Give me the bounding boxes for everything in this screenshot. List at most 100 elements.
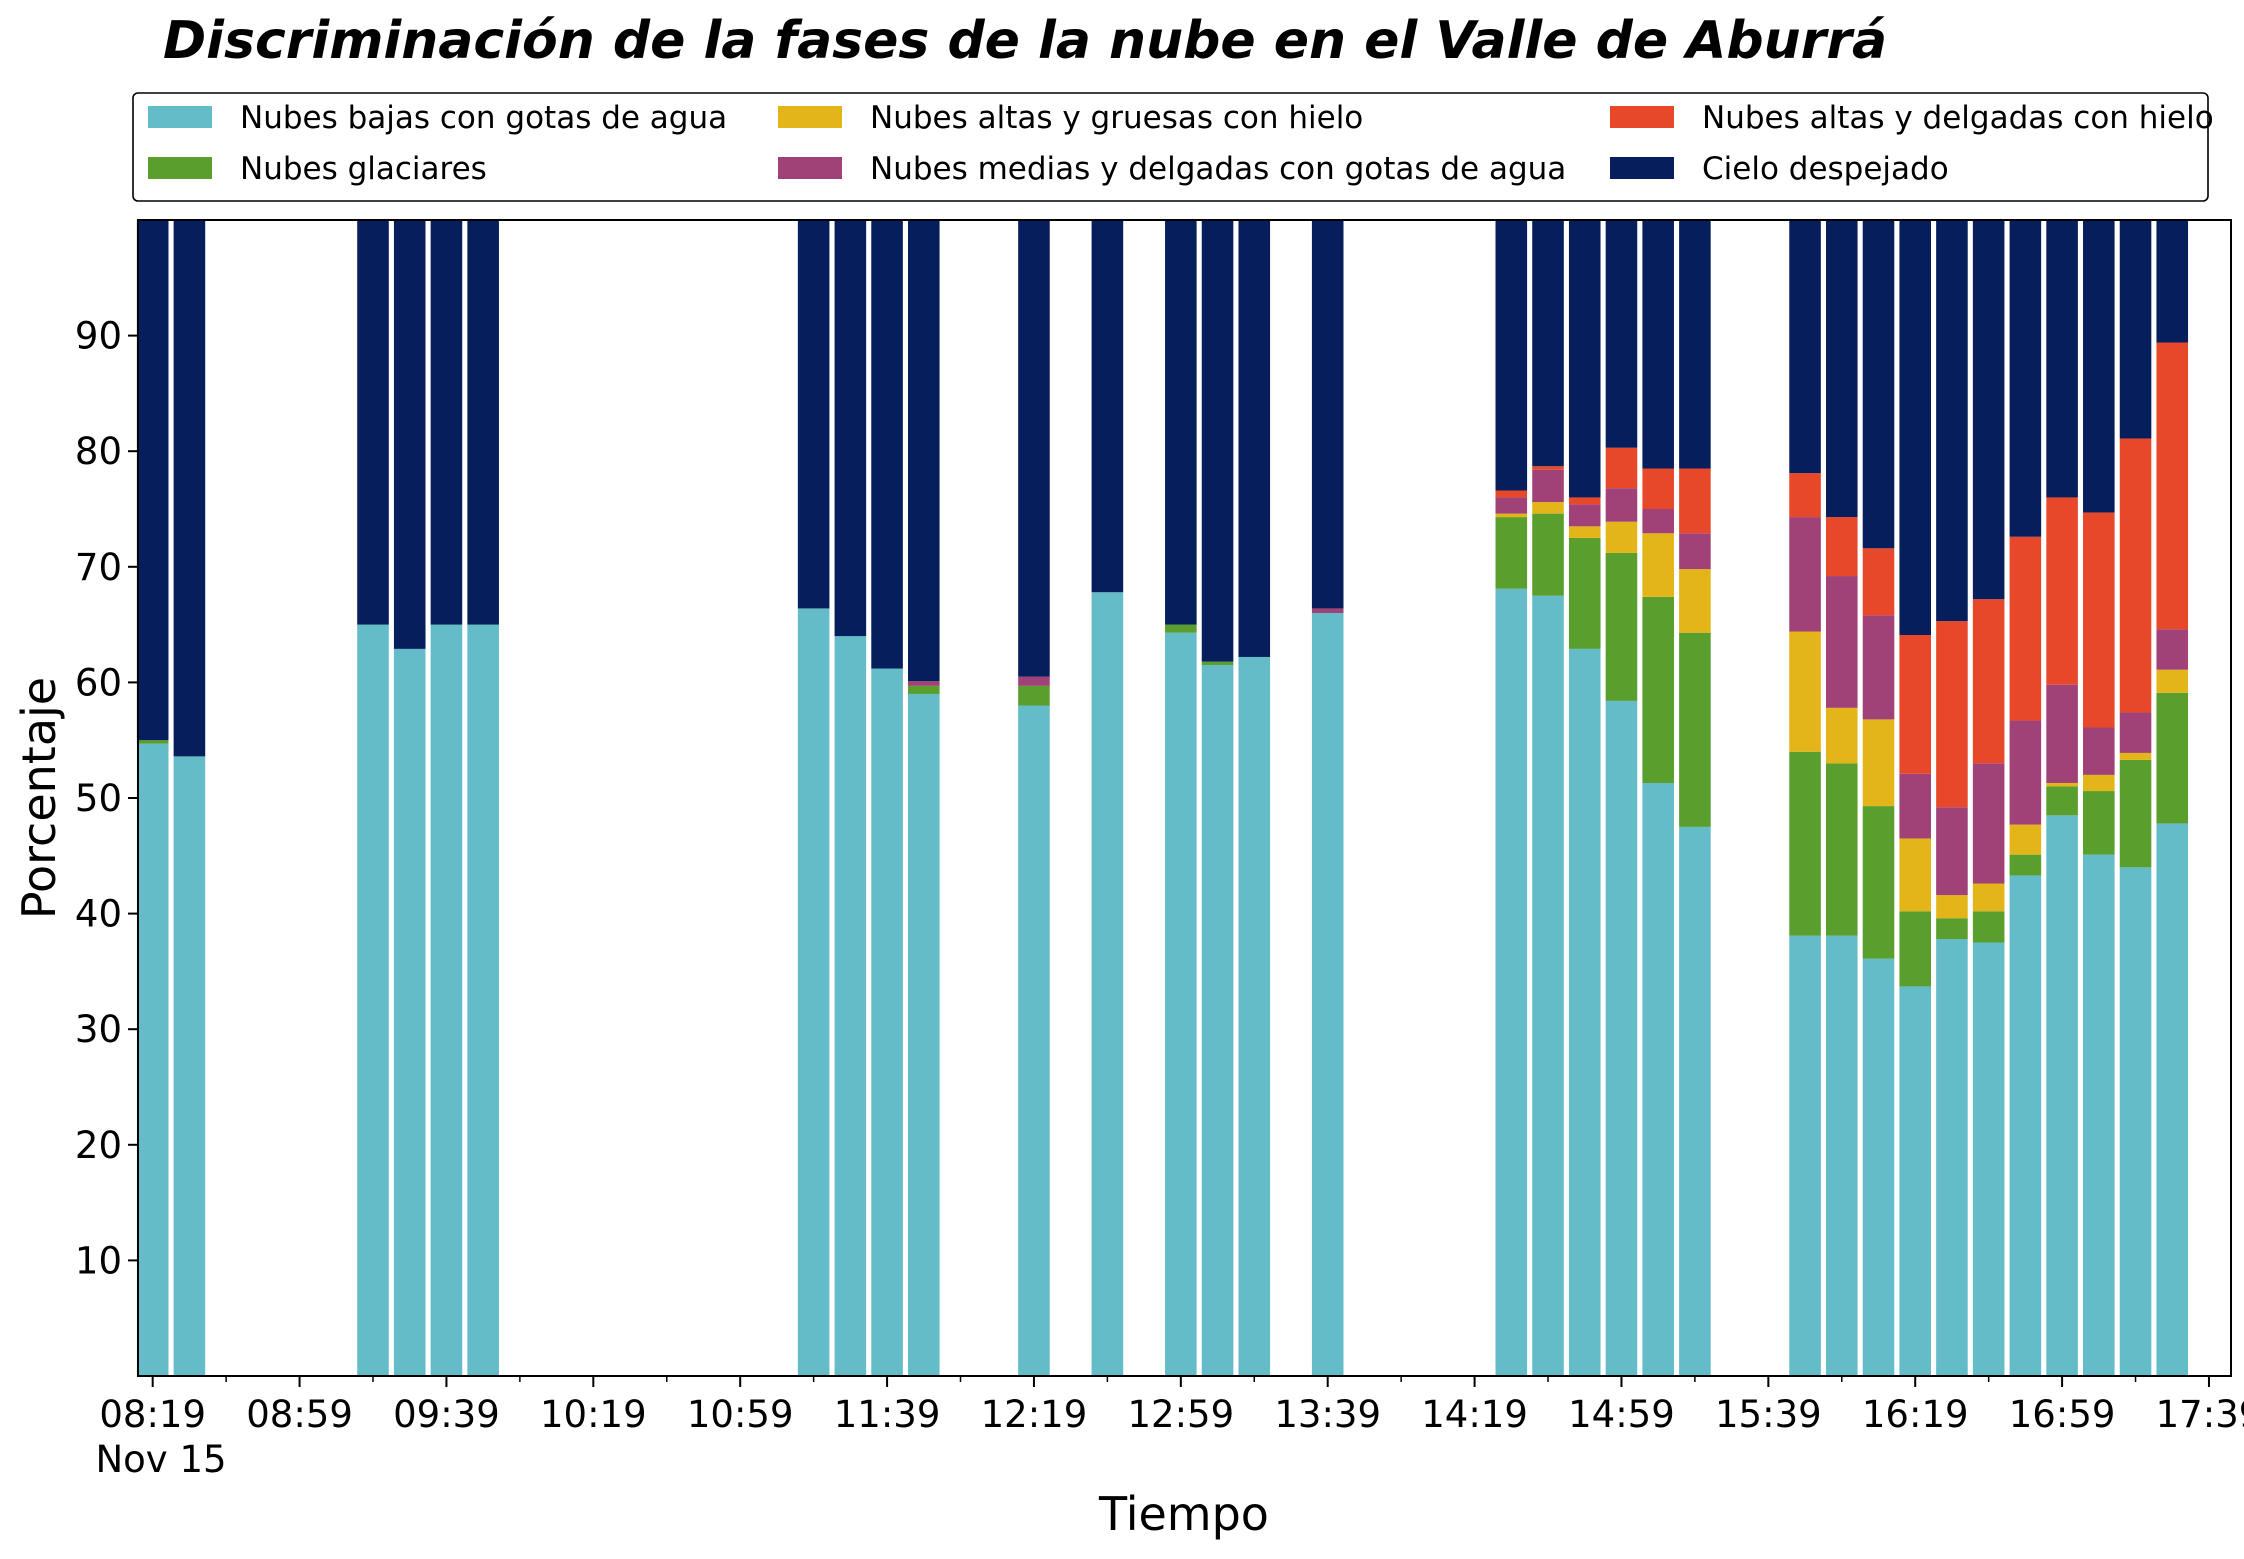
bar-segment-0-31 [2119,867,2152,1376]
x-tick-label-11: 15:39 [1715,1393,1822,1436]
legend-swatch-2 [778,106,842,128]
bar-segment-0-3 [393,648,426,1376]
x-tick-label-3: 10:19 [540,1393,647,1436]
bar-segment-1-30 [2083,791,2115,855]
bar-segment-3-32 [2156,629,2189,670]
bar-segment-4-29 [2046,497,2078,685]
bar-segment-0-6 [797,608,830,1376]
bar-segment-2-23 [1825,707,1858,764]
bar-segment-5-15 [1311,220,1344,609]
x-tick-label-8: 13:39 [1274,1393,1381,1436]
bar-segment-0-11 [1091,592,1124,1376]
bar-segment-1-26 [1936,918,1968,940]
bar-segment-3-17 [1532,469,1564,503]
bar-segment-0-30 [2083,854,2115,1376]
bar-segment-0-15 [1311,613,1344,1376]
x-tick-label-14: 17:39 [2156,1393,2244,1436]
bar-segment-4-26 [1936,621,1968,808]
bar-segment-5-21 [1679,220,1711,469]
bar-segment-3-28 [2009,720,2042,825]
y-tick-label-2: 30 [75,1008,122,1051]
bar-segment-1-21 [1679,632,1711,827]
bar-segment-5-5 [467,220,499,625]
bar-segment-4-27 [1972,599,2005,764]
bar-segment-4-23 [1825,517,1858,577]
bar-segment-3-24 [1862,615,1895,720]
bar-segment-5-2 [357,220,389,625]
bar-segment-4-30 [2083,512,2115,728]
bar-segment-0-24 [1862,958,1895,1376]
chart-title: Discriminación de la fases de la nube en… [163,11,1887,71]
bar-segment-5-19 [1605,220,1638,448]
y-tick-label-0: 10 [75,1239,122,1282]
y-axis: 10 20 30 40 50 60 70 80 90 [75,315,138,1282]
bar-segment-1-16 [1495,517,1528,589]
bar-segment-0-12 [1165,632,1197,1376]
x-date-label: Nov 15 [95,1438,226,1481]
bar-segment-1-20 [1642,596,1674,783]
bar-segment-5-7 [834,220,867,637]
bar-segment-4-19 [1605,447,1638,489]
bar-segment-0-1 [173,756,206,1376]
bar-segment-2-22 [1789,631,1821,752]
bar-segment-0-8 [871,668,903,1376]
bar-segment-1-13 [1201,661,1234,666]
bar-segment-2-30 [2083,774,2115,792]
bar-segment-0-9 [908,693,940,1376]
y-tick-label-3: 40 [75,893,122,936]
bar-segment-0-7 [834,636,867,1376]
x-tick-label-7: 12:59 [1128,1393,1235,1436]
bar-segment-3-26 [1936,807,1968,896]
y-tick-label-5: 60 [75,661,122,704]
bar-segment-4-17 [1532,466,1564,470]
bar-segment-3-10 [1018,676,1050,686]
bar-segment-5-3 [393,220,426,649]
bar-segment-2-27 [1972,883,2005,912]
bar-segment-5-26 [1936,220,1968,622]
x-axis-label: Tiempo [1098,1487,1269,1541]
bar-segment-5-6 [797,220,830,609]
bar-segment-0-32 [2156,823,2189,1376]
legend-frame [132,92,2209,202]
bar-segment-1-10 [1018,685,1050,706]
bar-segment-0-26 [1936,939,1968,1376]
bar-segment-4-28 [2009,536,2042,721]
x-tick-label-4: 10:59 [687,1393,794,1436]
bar-segment-0-29 [2046,815,2078,1376]
x-tick-label-1: 08:59 [246,1393,353,1436]
legend: Nubes bajas con gotas de agua Nubes glaci… [132,92,2214,202]
bar-segment-5-31 [2119,220,2152,439]
legend-swatch-5 [1610,157,1674,179]
bar-segment-0-10 [1018,705,1050,1376]
legend-label-5: Cielo despejado [1702,151,1949,187]
bar-segment-5-29 [2046,220,2078,498]
bar-segment-5-13 [1201,220,1234,662]
bar-segment-3-9 [908,681,940,686]
bar-segment-4-24 [1862,548,1895,616]
legend-label-3: Nubes medias y delgadas con gotas de agu… [870,151,1566,187]
bar-segment-0-18 [1568,648,1601,1376]
bar-segment-0-21 [1679,826,1711,1376]
bar-segment-1-17 [1532,513,1564,596]
bar-segment-3-31 [2119,712,2152,753]
legend-swatch-3 [778,157,842,179]
bar-segment-2-21 [1679,569,1711,633]
bar-segment-3-29 [2046,684,2078,783]
bar-segment-5-18 [1568,220,1601,498]
bar-segment-4-25 [1899,635,1931,774]
x-tick-label-2: 09:39 [393,1393,500,1436]
bar-segment-5-10 [1018,220,1050,677]
legend-label-1: Nubes glaciares [240,151,487,187]
bar-segment-1-12 [1165,624,1197,633]
bar-segment-5-30 [2083,220,2115,513]
y-tick-label-4: 50 [75,777,122,820]
bar-segment-5-22 [1789,220,1821,474]
bar-segment-1-25 [1899,911,1931,987]
bar-segment-1-24 [1862,806,1895,959]
x-tick-label-5: 11:39 [834,1393,941,1436]
legend-label-2: Nubes altas y gruesas con hielo [870,100,1363,136]
bar-segment-5-28 [2009,220,2042,537]
bar-segment-0-27 [1972,942,2005,1376]
y-tick-label-6: 70 [75,546,122,589]
bar-segment-2-26 [1936,895,1968,919]
